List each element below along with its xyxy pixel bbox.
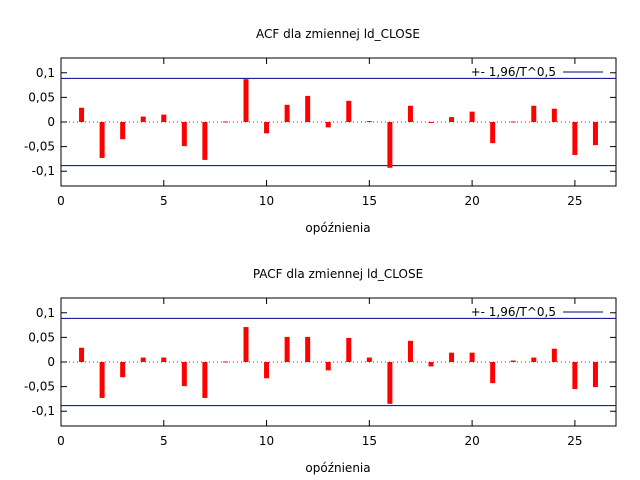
pacf-x-tick-label: 5 <box>160 434 168 448</box>
acf-bar <box>325 122 331 128</box>
acf-bar <box>140 116 146 122</box>
acf-bar <box>181 122 187 147</box>
acf-bar <box>346 100 352 122</box>
acf-bar <box>510 121 516 123</box>
acf-y-axis: 0,1 0,05 0 -0,05 -0,1 <box>24 66 616 178</box>
acf-bar <box>99 122 105 158</box>
acf-bar <box>243 79 249 122</box>
pacf-y-tick-label: 0,1 <box>36 306 55 320</box>
pacf-bar <box>222 361 228 363</box>
acf-x-axis: 0 5 10 15 20 25 <box>57 58 583 208</box>
acf-bar <box>202 122 208 160</box>
pacf-legend-label: +- 1,96/T^0,5 <box>471 305 556 319</box>
acf-bar <box>531 105 537 122</box>
pacf-bar <box>366 357 372 362</box>
acf-y-tick-label: 0,05 <box>28 90 55 104</box>
pacf-bar <box>531 357 537 362</box>
pacf-y-tick-label: -0,05 <box>24 380 55 394</box>
pacf-x-tick-label: 20 <box>464 434 479 448</box>
acf-x-tick-label: 10 <box>259 194 274 208</box>
acf-bar <box>449 117 455 122</box>
pacf-x-tick-label: 25 <box>567 434 582 448</box>
acf-y-tick-label: -0,05 <box>24 140 55 154</box>
pacf-bar <box>551 348 557 362</box>
pacf-bar <box>120 362 126 378</box>
pacf-bar <box>490 362 496 384</box>
pacf-bar <box>325 362 331 371</box>
acf-title: ACF dla zmiennej ld_CLOSE <box>256 27 420 41</box>
pacf-bar <box>572 362 578 390</box>
pacf-bar <box>407 340 413 362</box>
acf-bar <box>284 104 290 122</box>
acf-x-tick-label: 20 <box>464 194 479 208</box>
acf-bar <box>407 105 413 122</box>
acf-y-tick-label: -0,1 <box>32 164 55 178</box>
pacf-bar <box>592 362 598 388</box>
pacf-title: PACF dla zmiennej ld_CLOSE <box>253 267 423 281</box>
acf-y-tick-label: 0,1 <box>36 66 55 80</box>
pacf-bar <box>469 352 475 362</box>
acf-bar <box>366 121 372 123</box>
pacf-x-tick-label: 15 <box>362 434 377 448</box>
pacf-bar <box>243 327 249 362</box>
acf-x-tick-label: 25 <box>567 194 582 208</box>
acf-x-tick-label: 15 <box>362 194 377 208</box>
pacf-x-tick-label: 0 <box>57 434 65 448</box>
acf-x-tick-label: 0 <box>57 194 65 208</box>
acf-bar <box>551 108 557 122</box>
pacf-panel: PACF dla zmiennej ld_CLOSE 0,1 0,05 0 -0,05… <box>24 267 617 475</box>
pacf-x-axis: 0 5 10 15 20 25 <box>57 298 583 448</box>
pacf-bar <box>264 362 270 379</box>
pacf-bar <box>387 362 393 404</box>
pacf-bar <box>346 337 352 362</box>
acf-bar <box>161 114 167 122</box>
pacf-bar <box>161 357 167 362</box>
pacf-x-axis-label: opóźnienia <box>305 461 370 475</box>
acf-bar <box>428 122 434 123</box>
acf-bar <box>305 95 311 122</box>
acf-panel: ACF dla zmiennej ld_CLOSE 0,1 0,05 0 -0,05 -… <box>24 27 617 235</box>
acf-bar <box>264 122 270 134</box>
pacf-y-tick-label: 0 <box>47 355 55 369</box>
acf-legend-label: +- 1,96/T^0,5 <box>471 65 556 79</box>
pacf-bar <box>284 336 290 362</box>
acf-x-tick-label: 5 <box>160 194 168 208</box>
pacf-bar <box>510 360 516 362</box>
acf-x-axis-label: opóźnienia <box>305 221 370 235</box>
pacf-y-axis: 0,1 0,05 0 -0,05 -0,1 <box>24 306 616 418</box>
pacf-bar <box>449 352 455 362</box>
acf-bar <box>572 122 578 155</box>
pacf-bar <box>305 336 311 362</box>
acf-bar <box>79 107 85 122</box>
pacf-bar <box>79 347 85 362</box>
acf-bar <box>592 122 598 146</box>
pacf-bar <box>99 362 105 398</box>
pacf-bars <box>61 317 616 407</box>
pacf-y-tick-label: 0,05 <box>28 330 55 344</box>
acf-bar <box>387 122 393 168</box>
acf-bar <box>469 111 475 122</box>
acf-bar <box>490 122 496 144</box>
acf-y-tick-label: 0 <box>47 115 55 129</box>
acf-bars <box>61 77 616 168</box>
pacf-bar <box>428 362 434 367</box>
pacf-y-tick-label: -0,1 <box>32 404 55 418</box>
pacf-x-tick-label: 10 <box>259 434 274 448</box>
acf-bar <box>222 121 228 123</box>
pacf-bar <box>181 362 187 387</box>
acf-bar <box>120 122 126 140</box>
pacf-bar <box>202 362 208 398</box>
pacf-bar <box>140 357 146 362</box>
